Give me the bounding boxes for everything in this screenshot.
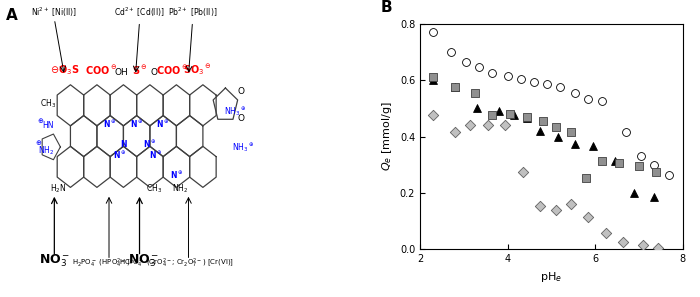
Y-axis label: $Q_e$ [mmol/g]: $Q_e$ [mmol/g] [380, 102, 394, 171]
Text: N$^\oplus$: N$^\oplus$ [104, 119, 117, 130]
Text: N$^\oplus$: N$^\oplus$ [144, 139, 157, 150]
Point [471, 106, 482, 111]
Point [522, 115, 533, 119]
Point [620, 130, 631, 135]
Point [522, 116, 533, 121]
Point [473, 65, 484, 70]
Point [566, 130, 577, 135]
Point [629, 191, 640, 195]
Point [570, 141, 581, 146]
Point [541, 82, 552, 87]
Text: N$^\oplus$: N$^\oplus$ [149, 149, 162, 161]
Text: B: B [381, 0, 392, 15]
Text: NO$_3^-$: NO$_3^-$ [128, 252, 159, 269]
Text: A: A [6, 8, 18, 23]
Text: $\ominus$O$_3$S: $\ominus$O$_3$S [50, 64, 79, 77]
Text: O: O [237, 114, 244, 123]
Point [508, 113, 519, 118]
Point [554, 85, 566, 90]
Text: H$_2$N: H$_2$N [50, 182, 66, 195]
Text: H$_2$PO$_4^-$ (HPO$_4^{2-}$): H$_2$PO$_4^-$ (HPO$_4^{2-}$) [72, 257, 130, 270]
Point [583, 96, 594, 101]
Point [500, 123, 511, 128]
Text: NH$_2$: NH$_2$ [172, 182, 188, 195]
Text: N$^\oplus$: N$^\oplus$ [113, 149, 126, 161]
Text: NH$_2$: NH$_2$ [38, 144, 55, 157]
Point [664, 172, 675, 177]
Point [486, 113, 498, 118]
Text: N$^\oplus$: N$^\oplus$ [156, 119, 170, 130]
Point [648, 195, 659, 200]
Point [428, 113, 439, 118]
Point [528, 79, 539, 84]
Text: O: O [237, 87, 244, 96]
Text: Ni$^{2+}$ [Ni(II)]: Ni$^{2+}$ [Ni(II)] [32, 6, 78, 19]
Text: Cd$^{2+}$ [Cd(II)]: Cd$^{2+}$ [Cd(II)] [114, 6, 165, 19]
Point [428, 30, 439, 35]
Text: COO$^\ominus$: COO$^\ominus$ [156, 64, 188, 77]
Point [493, 109, 504, 114]
Point [550, 208, 561, 212]
Point [587, 144, 598, 149]
Text: N$^\oplus$: N$^\oplus$ [169, 169, 183, 181]
Point [428, 78, 439, 83]
Text: SO$_3$$^\ominus$: SO$_3$$^\ominus$ [183, 62, 211, 77]
Point [583, 215, 594, 219]
Text: NH$_3$$^\oplus$: NH$_3$$^\oplus$ [224, 105, 246, 118]
Text: S$^\ominus$: S$^\ominus$ [132, 64, 147, 77]
Point [613, 161, 624, 166]
Text: NH$_3$$^\oplus$: NH$_3$$^\oplus$ [232, 142, 254, 154]
Point [428, 75, 439, 80]
Point [449, 85, 461, 90]
Point [596, 99, 607, 104]
Point [482, 123, 493, 128]
Point [636, 154, 647, 159]
Text: CH$_3$: CH$_3$ [40, 97, 57, 110]
Text: Pb$^{2+}$ [Pb(II)]: Pb$^{2+}$ [Pb(II)] [168, 6, 217, 19]
Point [537, 119, 548, 124]
Point [465, 123, 476, 128]
Text: N: N [120, 140, 127, 149]
Point [618, 240, 629, 245]
Text: HCrO$_4^-$ (CrO$_4^{2-}$; Cr$_2$O$_7^{2-}$) [Cr(VI)]: HCrO$_4^-$ (CrO$_4^{2-}$; Cr$_2$O$_7^{2-… [119, 257, 234, 270]
Point [515, 76, 526, 81]
Text: COO$^\ominus$: COO$^\ominus$ [85, 64, 117, 77]
Point [638, 243, 649, 248]
Point [596, 158, 607, 163]
Point [535, 203, 546, 208]
Point [609, 158, 620, 163]
Point [535, 129, 546, 133]
Point [552, 134, 564, 139]
Point [461, 59, 472, 64]
X-axis label: pH$_e$: pH$_e$ [540, 270, 562, 284]
Text: N$^\oplus$: N$^\oplus$ [130, 119, 143, 130]
Point [486, 71, 498, 75]
Point [570, 91, 581, 95]
Point [601, 230, 612, 235]
Text: OH: OH [115, 68, 128, 77]
Point [633, 164, 644, 169]
Point [502, 74, 513, 78]
Point [581, 175, 592, 180]
Point [566, 202, 577, 207]
Point [550, 124, 561, 129]
Point [653, 246, 664, 250]
Point [517, 170, 528, 174]
Point [445, 50, 456, 54]
Point [651, 170, 662, 174]
Text: CH$_3$: CH$_3$ [146, 182, 162, 195]
Point [449, 130, 461, 135]
Text: NO$_3^-$: NO$_3^-$ [38, 252, 70, 269]
Text: O: O [150, 68, 158, 77]
Point [469, 91, 480, 95]
Text: $\oplus$: $\oplus$ [37, 116, 44, 124]
Point [648, 162, 659, 167]
Text: HN: HN [43, 121, 54, 130]
Text: $\oplus$: $\oplus$ [34, 138, 42, 147]
Point [449, 85, 461, 90]
Point [504, 112, 515, 116]
